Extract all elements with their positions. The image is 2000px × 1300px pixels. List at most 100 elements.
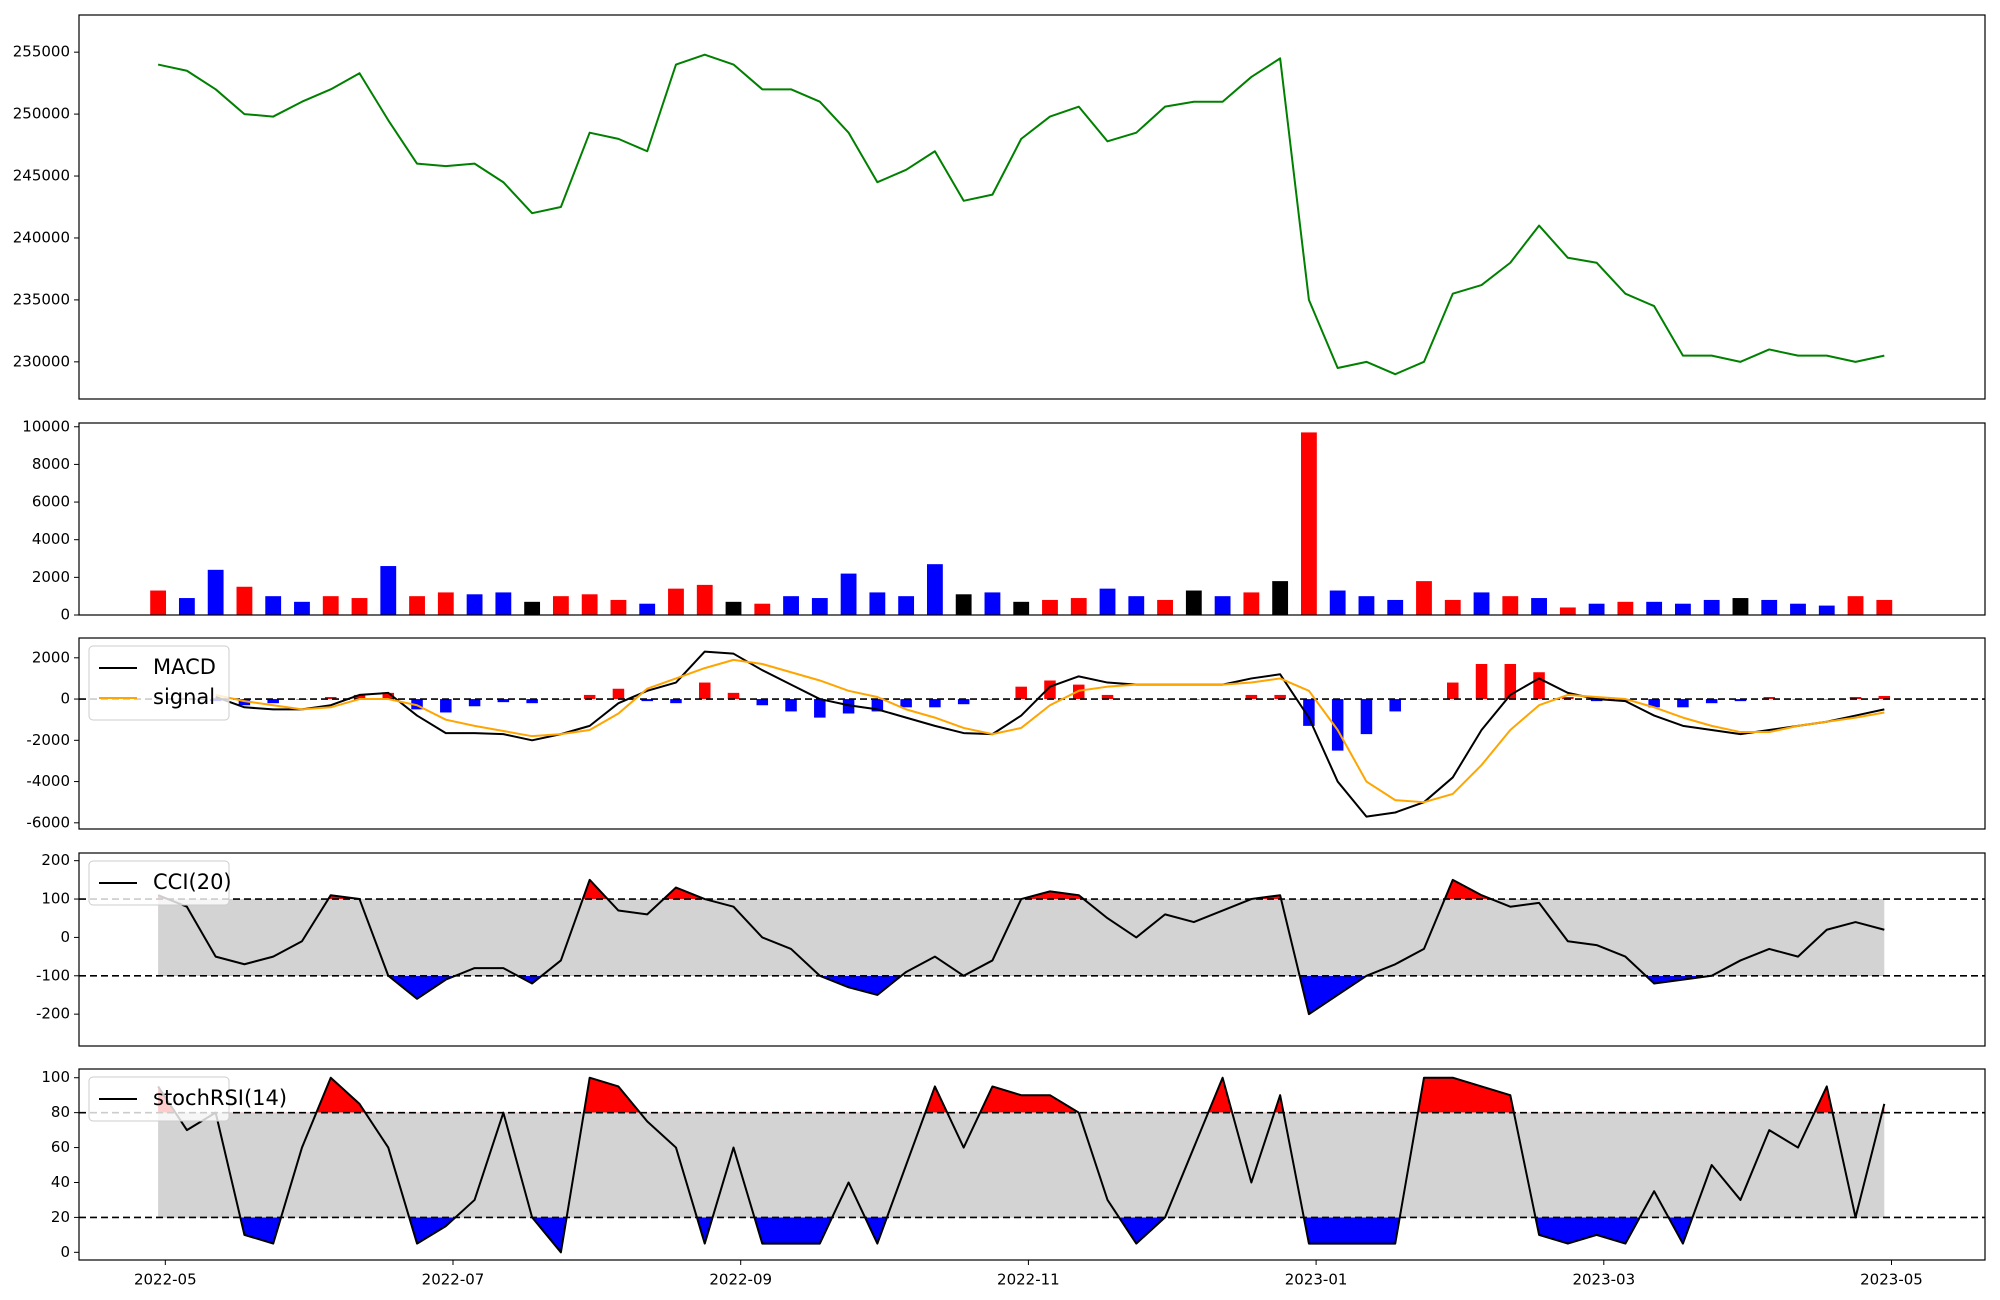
histogram-bar — [698, 682, 711, 700]
volume-bar — [207, 569, 224, 615]
volume-bar — [265, 596, 282, 615]
y-tick-label: 60 — [51, 1138, 70, 1156]
indicator-line — [215, 650, 1885, 818]
y-tick-label: 245000 — [13, 167, 70, 185]
y-tick-label: 235000 — [13, 290, 70, 308]
y-tick-label: 4000 — [32, 530, 70, 548]
volume-bar — [236, 586, 253, 615]
volume-bar — [1214, 596, 1231, 615]
histogram-bar — [1590, 699, 1603, 702]
volume-bar — [811, 598, 828, 615]
panel-frame — [78, 852, 1986, 1047]
x-tick-label: 2022-11 — [997, 1271, 1060, 1289]
volume-bar — [351, 598, 368, 615]
volume-bar — [668, 588, 684, 615]
legend-label: CCI(20) — [153, 870, 232, 894]
legend-label: signal — [153, 685, 215, 709]
y-tick-label: 0 — [60, 690, 70, 708]
volume-bar — [495, 592, 512, 615]
y-tick-label: 250000 — [13, 105, 70, 123]
legend-box — [88, 860, 230, 906]
y-tick-label: 240000 — [13, 228, 70, 246]
panel-frame — [78, 637, 1986, 830]
volume-bar — [1531, 598, 1547, 615]
plot-area — [79, 650, 1985, 818]
volume-bar — [1761, 599, 1778, 615]
histogram-bar — [1763, 696, 1775, 700]
histogram-bar — [555, 699, 567, 700]
histogram-bar — [1849, 696, 1862, 700]
y-tick-label: -100 — [36, 966, 70, 984]
histogram-bar — [1274, 694, 1286, 700]
y-tick-label: 80 — [51, 1103, 70, 1121]
histogram-bar — [1360, 699, 1373, 735]
x-tick-label: 2023-03 — [1572, 1271, 1635, 1289]
volume-bar — [696, 584, 713, 615]
volume-bar — [1416, 581, 1432, 615]
y-tick-label: 200 — [41, 851, 70, 869]
histogram-bar — [1734, 699, 1747, 702]
histogram-bar — [1303, 699, 1315, 726]
histogram-bar — [1015, 686, 1027, 700]
x-tick-label: 2023-05 — [1860, 1271, 1923, 1289]
volume-bar — [437, 592, 454, 615]
volume-bar — [1444, 599, 1461, 615]
histogram-bar — [612, 688, 625, 700]
histogram-bar — [1705, 699, 1718, 704]
y-tick-label: 0 — [60, 1243, 70, 1261]
volume-bar — [1358, 596, 1375, 615]
neutral-band — [158, 899, 1885, 976]
legend-label: MACD — [153, 655, 216, 679]
histogram-bar — [814, 699, 826, 718]
volume-bar — [639, 603, 656, 615]
histogram-bar — [1878, 695, 1891, 700]
volume-bar — [1099, 588, 1116, 615]
volume-bar — [1042, 599, 1058, 615]
y-tick-label: 6000 — [32, 493, 70, 511]
histogram-bar — [1475, 663, 1488, 700]
histogram-bar — [1504, 663, 1517, 700]
volume-bar — [1502, 596, 1519, 615]
x-tick-label: 2022-05 — [134, 1271, 197, 1289]
volume-bar — [1013, 601, 1030, 615]
legend-box — [88, 1076, 230, 1122]
volume-bar — [1272, 581, 1289, 615]
histogram-bar — [871, 699, 884, 712]
histogram-bar — [267, 699, 279, 704]
y-tick-label: 10000 — [22, 417, 70, 435]
volume-bar — [1847, 596, 1864, 615]
volume-bar — [178, 598, 195, 615]
volume-bar — [840, 573, 857, 615]
overbought-fill — [158, 1077, 1885, 1113]
histogram-bar — [468, 699, 481, 707]
volume-bar — [322, 596, 339, 615]
histogram-bar — [756, 699, 769, 706]
volume-bar — [1128, 596, 1145, 615]
x-tick-label: 2022-07 — [422, 1271, 485, 1289]
histogram-bar — [785, 699, 797, 712]
price-line — [157, 53, 1885, 376]
y-tick-label: 20 — [51, 1208, 70, 1226]
histogram-bar — [324, 696, 337, 700]
volume-bar — [754, 603, 771, 615]
indicator-line — [215, 658, 1885, 804]
y-tick-label: 0 — [60, 606, 70, 624]
histogram-bar — [1159, 699, 1171, 700]
volume-bar — [955, 594, 972, 615]
volume-bar — [1876, 599, 1893, 615]
volume-bar — [1243, 592, 1260, 615]
histogram-bar — [670, 699, 682, 704]
histogram-bar — [1216, 699, 1229, 700]
histogram-bar — [1101, 694, 1114, 700]
volume-bar — [524, 601, 541, 615]
volume-bar — [984, 592, 1001, 615]
volume-bar — [1703, 599, 1720, 615]
histogram-bar — [411, 699, 423, 710]
volume-bar — [725, 601, 742, 615]
volume-bar — [380, 566, 397, 615]
y-tick-label: -200 — [36, 1005, 70, 1023]
volume-bar — [1617, 601, 1634, 615]
legend-label: stochRSI(14) — [153, 1086, 287, 1110]
y-tick-label: 230000 — [13, 352, 70, 370]
